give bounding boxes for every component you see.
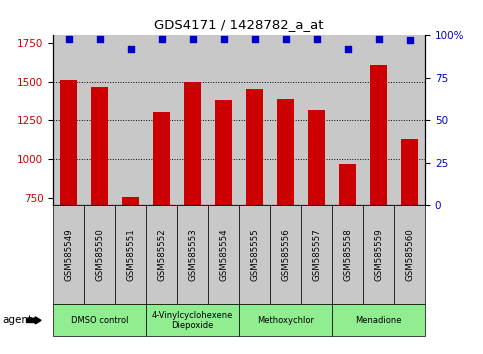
Text: GSM585550: GSM585550 [95,228,104,281]
Bar [153,112,170,205]
Text: GSM585556: GSM585556 [281,228,290,281]
Title: GDS4171 / 1428782_a_at: GDS4171 / 1428782_a_at [155,18,324,32]
Bar [401,139,418,205]
Text: GSM585549: GSM585549 [64,229,73,281]
Point [375,36,383,42]
Bar [339,164,356,205]
Text: GSM585557: GSM585557 [312,228,321,281]
Point [406,38,413,43]
Point [313,36,320,42]
Text: Methoxychlor: Methoxychlor [257,316,314,325]
Text: GSM585553: GSM585553 [188,228,197,281]
Point [344,46,352,52]
Bar [370,65,387,205]
Text: agent: agent [2,315,32,325]
Text: Menadione: Menadione [355,316,402,325]
Bar [60,80,77,205]
Bar [277,99,294,205]
Point [65,36,72,42]
Text: 4-Vinylcyclohexene
Diepoxide: 4-Vinylcyclohexene Diepoxide [152,311,233,330]
Text: GSM585554: GSM585554 [219,228,228,281]
Point [282,36,289,42]
Text: GSM585552: GSM585552 [157,228,166,281]
Bar [184,82,201,205]
Bar [122,196,139,205]
Bar [246,90,263,205]
Text: GSM585560: GSM585560 [405,228,414,281]
Text: DMSO control: DMSO control [71,316,128,325]
Text: GSM585559: GSM585559 [374,229,383,281]
Bar [91,87,108,205]
Bar [215,100,232,205]
Text: GSM585551: GSM585551 [126,228,135,281]
Bar [308,109,325,205]
Point [96,36,103,42]
Text: GSM585558: GSM585558 [343,228,352,281]
Text: GSM585555: GSM585555 [250,228,259,281]
Point [220,36,227,42]
Point [251,36,258,42]
Point [189,36,197,42]
Point [127,46,134,52]
Point [158,36,166,42]
